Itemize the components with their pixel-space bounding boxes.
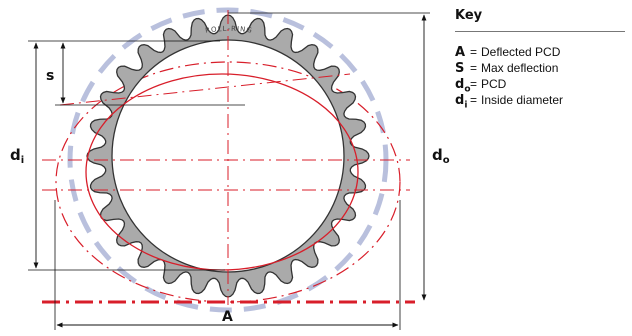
key-symbol: do xyxy=(455,77,471,95)
key-divider xyxy=(455,31,625,32)
key-equals: = xyxy=(470,77,478,91)
key-description: Deflected PCD xyxy=(481,45,561,59)
deflected-pcd-ellipse xyxy=(55,61,401,303)
key-equals: = xyxy=(470,93,478,107)
label-do: do xyxy=(432,146,450,166)
key-equals: = xyxy=(470,45,478,59)
key-description: Inside diameter xyxy=(481,93,564,107)
key-item-max-deflection: S = Max deflection xyxy=(455,61,631,77)
label-A: A xyxy=(222,309,233,325)
label-di: di xyxy=(10,146,24,166)
key-item-deflected-pcd: A = Deflected PCD xyxy=(455,45,631,61)
key-item-pcd: do = PCD xyxy=(455,77,631,95)
key-description: Max deflection xyxy=(481,61,559,75)
label-s: s xyxy=(46,68,54,84)
roll-ring-deflection-diagram: ROLL-RING s di do A xyxy=(10,7,450,330)
key-symbol: di xyxy=(455,93,468,111)
key-symbol: S xyxy=(455,61,465,76)
key-symbol: A xyxy=(455,45,466,60)
key-equals: = xyxy=(470,61,478,75)
deflection-line xyxy=(59,73,351,106)
key-legend: Key A = Deflected PCD S = Max deflection… xyxy=(455,8,631,111)
key-item-inside-diameter: di = Inside diameter xyxy=(455,93,631,111)
key-title: Key xyxy=(455,8,483,23)
key-description: PCD xyxy=(481,77,507,91)
